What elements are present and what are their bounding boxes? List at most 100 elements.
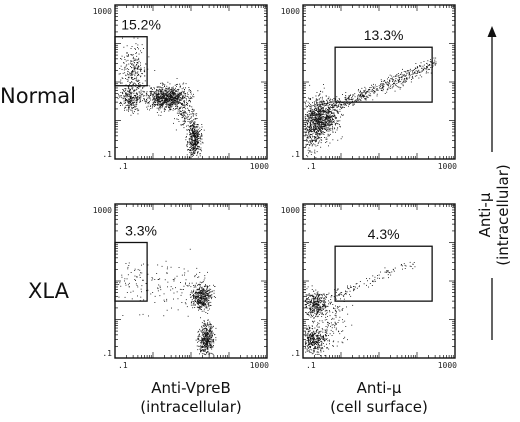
y-tick-label: 1000 xyxy=(93,7,112,16)
event-dot xyxy=(131,298,133,300)
event-dot xyxy=(336,100,338,102)
event-dot xyxy=(201,353,203,355)
event-dot xyxy=(337,112,339,114)
event-dot xyxy=(130,61,132,62)
event-dot xyxy=(207,322,209,324)
event-dot xyxy=(429,64,430,66)
event-dot xyxy=(210,352,212,354)
event-dot xyxy=(134,270,136,271)
event-dot xyxy=(132,79,134,80)
event-dot xyxy=(361,97,363,99)
event-dot xyxy=(197,302,199,303)
event-dot xyxy=(166,102,168,104)
event-dot xyxy=(123,62,124,64)
event-dot xyxy=(138,96,140,98)
event-dot xyxy=(161,87,163,89)
event-dot xyxy=(318,106,320,107)
event-dot xyxy=(207,271,208,273)
event-dot xyxy=(201,325,203,327)
event-dot xyxy=(197,299,199,300)
event-dot xyxy=(401,77,403,78)
event-dot xyxy=(201,331,203,333)
event-dot xyxy=(334,105,335,107)
event-dot xyxy=(147,273,149,275)
event-dot xyxy=(315,124,317,126)
event-dot xyxy=(196,126,197,127)
event-dot xyxy=(123,46,125,48)
event-dot xyxy=(194,285,196,287)
event-dot xyxy=(313,105,315,106)
event-dot xyxy=(124,95,126,97)
event-dot xyxy=(341,104,343,106)
event-dot xyxy=(199,301,201,303)
event-dot xyxy=(319,118,321,120)
event-dot xyxy=(173,92,175,94)
event-dot xyxy=(156,273,158,274)
event-dot xyxy=(184,105,186,107)
event-dot xyxy=(133,96,135,98)
event-dot xyxy=(133,90,135,92)
event-dot xyxy=(204,290,206,292)
event-dot xyxy=(131,103,133,105)
event-dot xyxy=(206,351,208,352)
event-dot xyxy=(404,81,406,83)
event-dot xyxy=(209,345,211,347)
event-dot xyxy=(191,151,193,153)
event-dot xyxy=(319,102,320,104)
event-dot xyxy=(181,88,183,90)
event-dot xyxy=(154,93,156,95)
event-dot xyxy=(321,131,323,133)
event-dot xyxy=(320,97,322,99)
event-dot xyxy=(325,110,327,112)
event-dot xyxy=(157,89,159,91)
event-dot xyxy=(204,290,206,292)
event-dot xyxy=(311,129,312,130)
event-dot xyxy=(194,131,196,133)
event-dot xyxy=(192,307,194,309)
event-dot xyxy=(334,104,336,106)
event-dot xyxy=(159,98,161,100)
event-dot xyxy=(151,277,153,278)
event-dot xyxy=(163,93,165,94)
event-dot xyxy=(192,140,194,141)
event-dot xyxy=(317,133,319,135)
event-dot xyxy=(336,117,337,119)
event-dot xyxy=(160,97,162,99)
event-dot xyxy=(192,152,194,154)
event-dot xyxy=(197,294,199,296)
event-dot xyxy=(168,93,169,95)
event-dot xyxy=(136,67,138,69)
event-dot xyxy=(317,138,318,140)
event-dot xyxy=(195,140,196,142)
event-dot xyxy=(187,315,189,317)
event-dot xyxy=(315,145,317,147)
event-dot xyxy=(307,130,309,132)
event-dot xyxy=(175,97,177,99)
event-dot xyxy=(148,97,150,99)
event-dot xyxy=(190,292,192,294)
event-dot xyxy=(370,95,372,97)
event-dot xyxy=(315,136,317,138)
event-dot xyxy=(139,101,141,103)
event-dot xyxy=(203,320,205,321)
event-dot xyxy=(190,98,191,99)
event-dot xyxy=(415,68,416,70)
event-dot xyxy=(370,90,372,92)
event-dot xyxy=(345,98,347,100)
event-dot xyxy=(327,127,329,129)
event-dot xyxy=(316,135,318,137)
event-dot xyxy=(369,89,371,90)
event-dot xyxy=(205,327,207,329)
event-dot xyxy=(165,92,167,94)
event-dot xyxy=(405,75,407,77)
event-dot xyxy=(177,99,179,101)
event-dot xyxy=(310,112,312,114)
event-dot xyxy=(194,123,196,125)
event-dot xyxy=(129,91,131,93)
event-dot xyxy=(348,97,350,99)
event-dot xyxy=(317,99,319,101)
event-dot xyxy=(159,108,161,110)
event-dot xyxy=(137,98,139,100)
event-dot xyxy=(175,100,177,102)
